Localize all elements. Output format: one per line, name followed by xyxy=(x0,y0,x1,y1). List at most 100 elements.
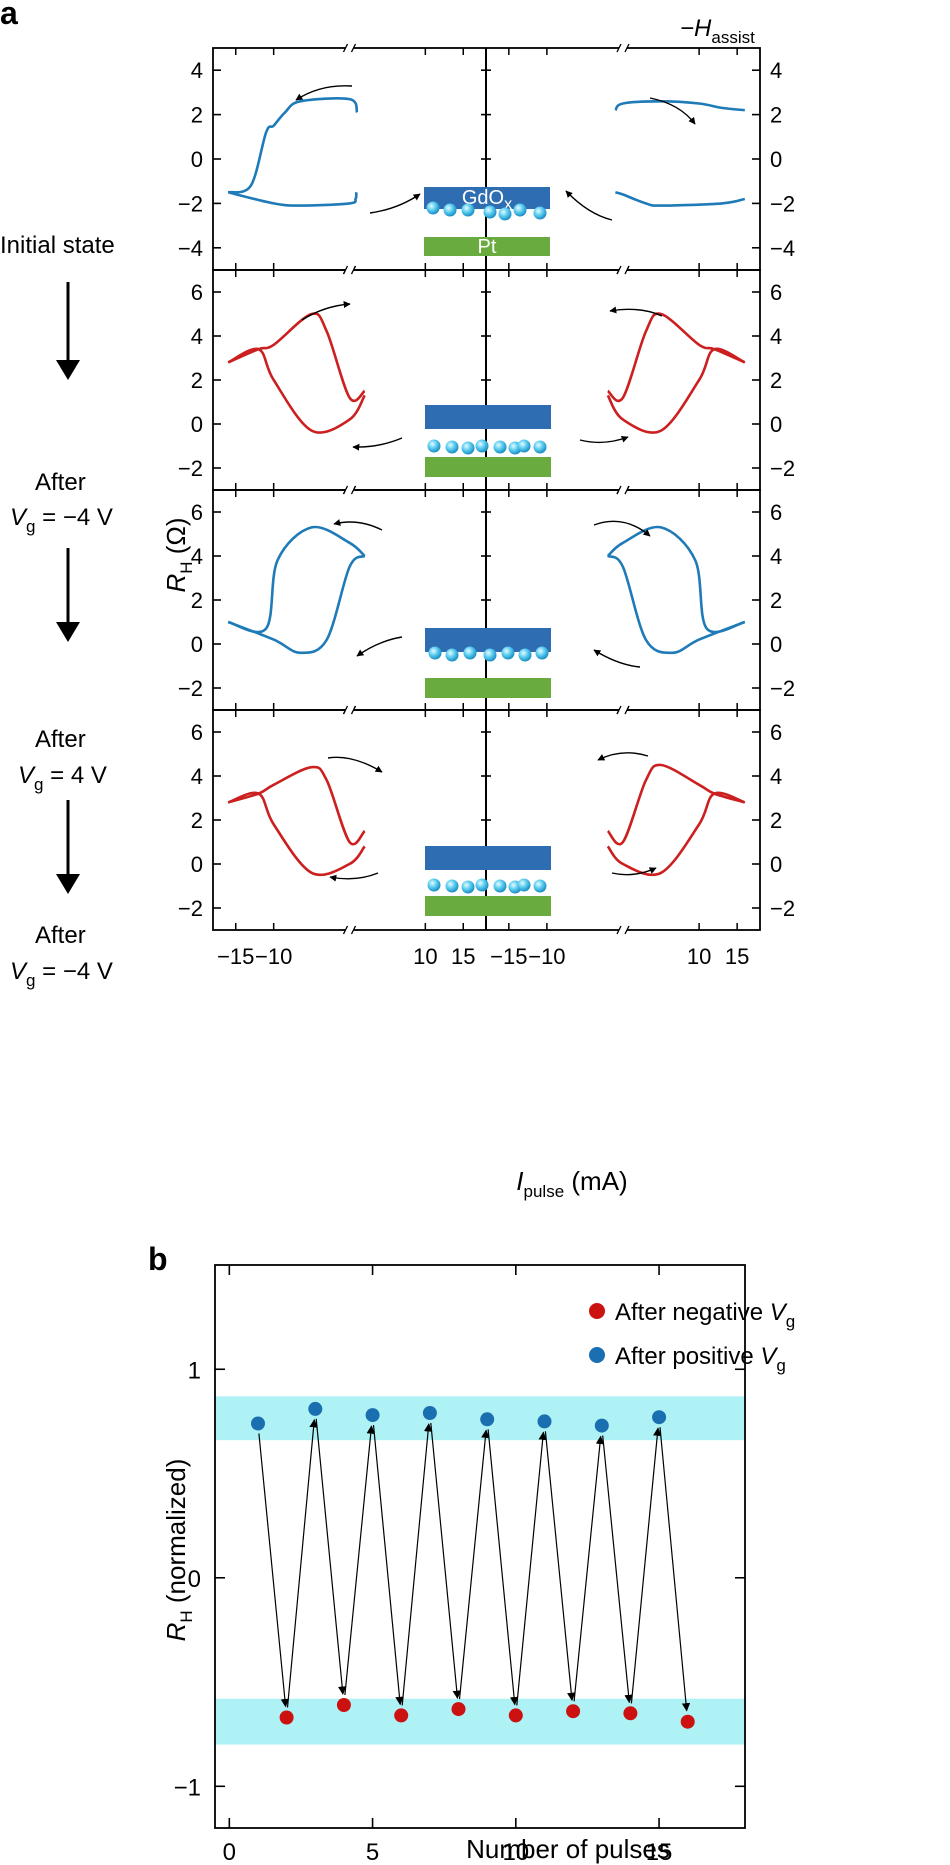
x-tick-label: 15 xyxy=(646,1839,673,1865)
state-label-2-line2: Vg = −4 V xyxy=(10,504,113,536)
panel-a-plot-2: −2 −2 0 0 2 2 4 4 6 6 xyxy=(178,265,795,495)
axis-break-mark xyxy=(616,265,622,275)
sweep-arrow xyxy=(356,636,403,657)
x-tick-label: −10 xyxy=(528,944,565,969)
oxygen-ion xyxy=(463,646,477,660)
y-tick-label: 2 xyxy=(770,103,782,128)
sweep-arrow xyxy=(352,437,403,451)
sweep-arrow xyxy=(565,190,613,221)
panel-b-label: b xyxy=(148,1241,168,1277)
axis-break-mark xyxy=(624,43,630,53)
data-point xyxy=(680,1714,695,1729)
oxygen-ion xyxy=(426,201,440,215)
gdox-layer-label: GdOx xyxy=(462,187,512,213)
y-tick-label: 6 xyxy=(770,720,782,745)
data-point xyxy=(652,1410,667,1425)
hysteresis-right-upper xyxy=(606,312,746,403)
oxygen-ion xyxy=(533,206,547,220)
y-tick-label: 0 xyxy=(191,412,203,437)
hysteresis-left-upper xyxy=(227,312,366,403)
axis-break-mark xyxy=(624,925,630,935)
transition-arrow xyxy=(401,1423,433,1706)
hysteresis-right-upper xyxy=(606,525,746,634)
legend-marker-negative xyxy=(589,1303,605,1319)
hysteresis-right-lower xyxy=(607,554,746,655)
oxygen-ion xyxy=(517,439,531,453)
x-tick-label: 15 xyxy=(725,944,749,969)
panel-a-x-label: Ipulse (mA) xyxy=(516,1166,627,1201)
axis-break-gap xyxy=(619,486,627,494)
oxygen-ion xyxy=(445,648,459,662)
sweep-arrow xyxy=(593,649,641,668)
sweep-arrow xyxy=(649,97,696,125)
axis-break-mark xyxy=(616,485,622,495)
axis-break-mark xyxy=(350,43,357,53)
oxygen-ion xyxy=(461,880,475,894)
axis-break-gap xyxy=(619,926,627,934)
y-tick-label: 6 xyxy=(191,500,203,525)
oxygen-ion xyxy=(461,203,475,217)
panel-b-y-label: RH (normalized) xyxy=(161,1459,196,1642)
x-tick-label: −15 xyxy=(490,944,527,969)
sweep-arrow xyxy=(327,756,383,773)
state-arrow-3-head xyxy=(56,874,80,894)
data-point xyxy=(308,1401,323,1416)
y-tick-label: −2 xyxy=(178,676,203,701)
axis-break-mark xyxy=(342,265,349,275)
gdox-layer xyxy=(425,628,551,652)
sweep-arrow xyxy=(295,85,353,101)
axis-break-mark xyxy=(350,705,357,715)
data-point xyxy=(394,1708,409,1723)
oxygen-ion xyxy=(513,203,527,217)
x-tick-label: 10 xyxy=(502,1839,529,1865)
pt-layer xyxy=(425,678,551,698)
y-tick-label: 4 xyxy=(770,324,782,349)
y-tick-label: 2 xyxy=(770,808,782,833)
axis-break-mark xyxy=(342,485,349,495)
y-tick-label: −4 xyxy=(178,236,203,261)
x-tick-label: 0 xyxy=(223,1839,236,1865)
oxygen-ion xyxy=(483,205,497,219)
transition-arrow xyxy=(602,1435,633,1704)
panel-a-y-label: RH (Ω) xyxy=(161,517,196,592)
y-tick-label: 0 xyxy=(770,147,782,172)
transition-arrow xyxy=(372,1425,404,1706)
hysteresis-right-upper xyxy=(614,100,745,112)
axis-break-gap xyxy=(345,706,354,714)
state-label-4-line1: After xyxy=(35,922,86,949)
panel-a-plot-3: −2 −2 0 0 2 2 4 4 6 6 xyxy=(178,485,795,715)
state-arrow-2-head xyxy=(56,622,80,642)
transition-arrow xyxy=(659,1427,691,1712)
axis-break-mark xyxy=(350,485,357,495)
oxygen-ion xyxy=(501,646,515,660)
pt-layer xyxy=(425,896,551,916)
y-tick-label: 0 xyxy=(191,852,203,877)
sweep-arrow xyxy=(369,193,421,214)
hysteresis-left-lower xyxy=(227,791,366,877)
y-tick-label: −2 xyxy=(770,456,795,481)
legend-marker-positive xyxy=(589,1347,605,1363)
axis-break-mark xyxy=(616,43,622,53)
axis-break-mark xyxy=(350,265,357,275)
hysteresis-left-lower xyxy=(227,554,366,655)
y-tick-label: 2 xyxy=(191,808,203,833)
axis-break-mark xyxy=(350,925,357,935)
data-point xyxy=(422,1406,437,1420)
hysteresis-left-upper xyxy=(227,765,366,846)
transition-arrow xyxy=(516,1431,547,1706)
y-tick-label: 2 xyxy=(770,368,782,393)
legend-label-positive: After positive Vg xyxy=(615,1343,786,1375)
transition-arrow xyxy=(344,1425,375,1696)
data-point xyxy=(365,1408,380,1423)
sweep-arrow xyxy=(301,300,351,321)
state-label-initial: Initial state xyxy=(0,232,115,259)
data-point xyxy=(537,1414,552,1429)
axis-break-mark xyxy=(624,705,630,715)
y-tick-label: 0 xyxy=(191,632,203,657)
x-tick-label: 10 xyxy=(687,944,711,969)
hysteresis-left-lower xyxy=(227,347,366,434)
x-tick-label: 10 xyxy=(413,944,437,969)
y-tick-label: 2 xyxy=(191,103,203,128)
data-point xyxy=(566,1704,581,1719)
